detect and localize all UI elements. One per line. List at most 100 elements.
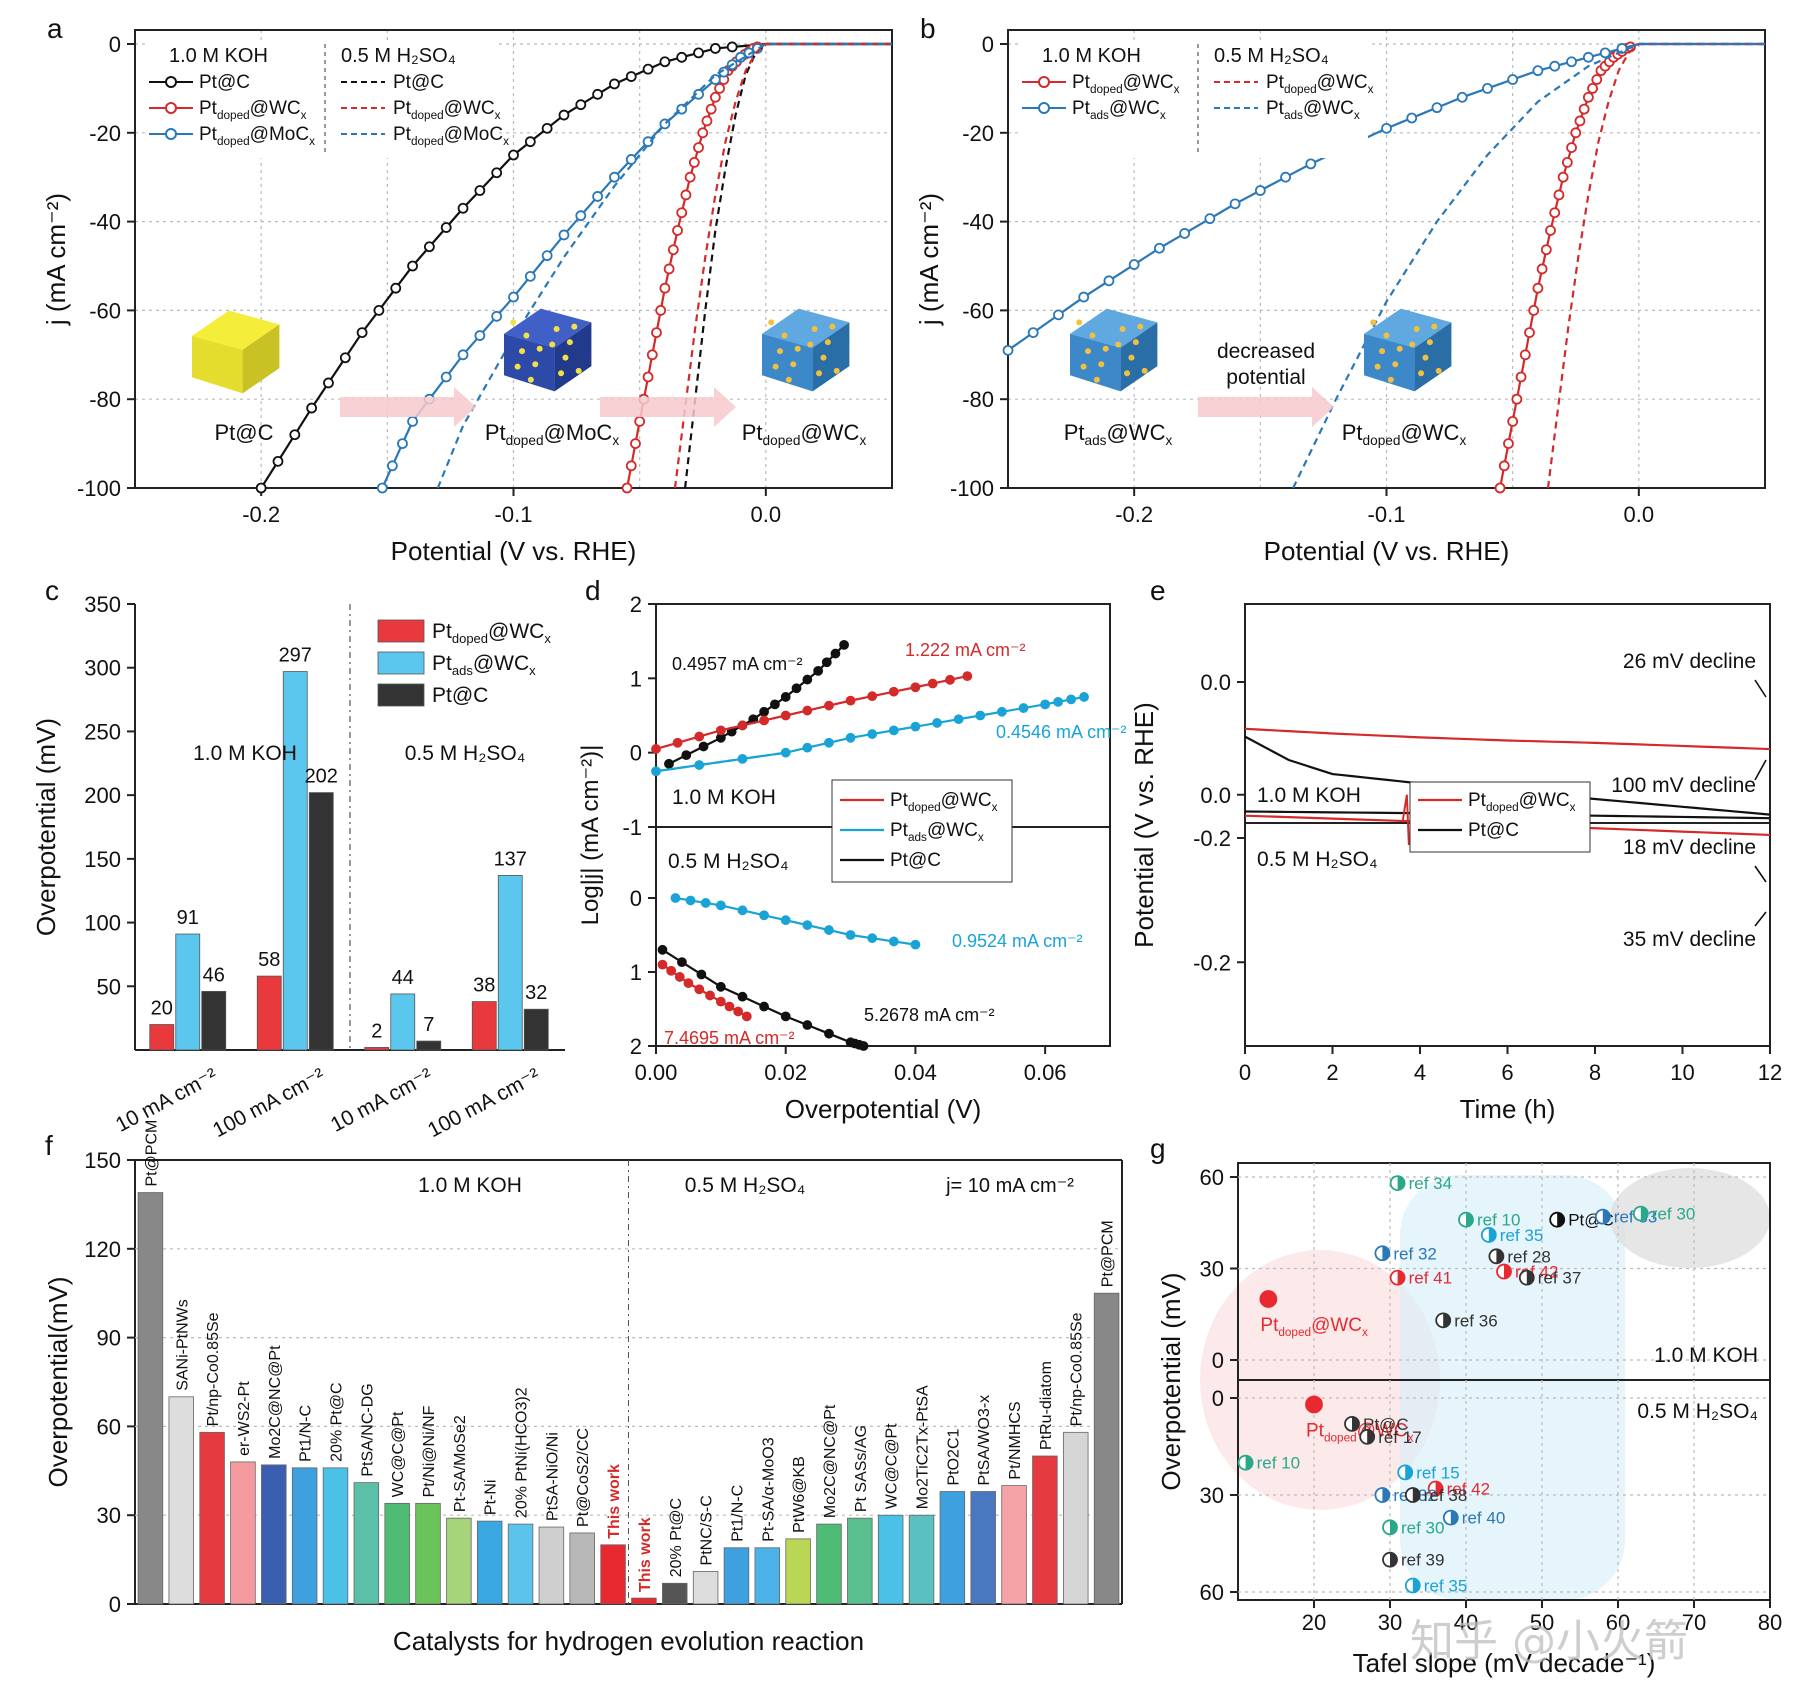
data-point <box>672 737 683 748</box>
y-tick-label: 0 <box>109 1592 121 1617</box>
condition-label: j= 10 mA cm⁻² <box>945 1175 1074 1197</box>
data-point <box>698 741 709 752</box>
curve-marker <box>423 241 435 253</box>
curve-marker <box>1503 438 1514 450</box>
decline-label: 26 mV decline <box>1623 650 1756 673</box>
scatter-point <box>1259 1290 1278 1308</box>
y-tick-label: 50 <box>97 974 121 999</box>
y-tick-label: 0.0 <box>1200 783 1231 808</box>
curve-marker <box>1179 228 1191 239</box>
nanocrystal-atom <box>527 376 534 383</box>
y-tick-label: -20 <box>89 121 121 146</box>
y-tick-label: 60 <box>97 1414 121 1439</box>
y-axis-label: Overpotential (mV) <box>1156 1272 1186 1490</box>
text-span: doped <box>452 631 488 646</box>
scatter-point-fill <box>1466 1212 1473 1227</box>
curve-marker <box>609 171 620 183</box>
curve-marker <box>1599 47 1611 59</box>
curve-marker <box>642 63 654 75</box>
bar <box>308 792 334 1051</box>
text-span: Pt <box>1064 420 1085 445</box>
curve-marker <box>440 371 452 383</box>
bar <box>256 975 282 1051</box>
text-span: doped <box>506 433 544 448</box>
curve-marker <box>688 156 700 168</box>
y-tick-label: 0 <box>630 886 642 911</box>
curve-marker <box>339 352 351 364</box>
legend-header: 1.0 M KOH <box>169 45 268 67</box>
catalyst-label: Pt/NMHCS <box>1007 1401 1024 1479</box>
data-point <box>715 996 726 1007</box>
curve-marker <box>646 349 658 361</box>
scatter-point-fill <box>1526 1270 1534 1285</box>
bar <box>476 1520 503 1605</box>
curve-marker <box>1540 244 1552 256</box>
data-point <box>681 750 692 761</box>
catalyst-label: er-WS2-Pt <box>236 1381 253 1456</box>
point-label: ref 34 <box>1409 1174 1452 1193</box>
curve-marker <box>1566 142 1577 154</box>
text-span: doped <box>411 135 444 148</box>
curve-marker <box>440 222 452 233</box>
text-span: doped <box>908 801 941 814</box>
text-span: @WC <box>444 98 495 119</box>
catalyst-label: Pt1/N-C <box>298 1405 315 1462</box>
scatter-point-fill <box>1367 1429 1375 1444</box>
text-span: x <box>529 663 536 678</box>
catalyst-label: SANi-PtNWs <box>174 1299 191 1391</box>
panel-letter: c <box>45 575 59 606</box>
data-point <box>683 978 694 988</box>
nanocrystal-atom <box>824 339 831 346</box>
curve-marker <box>630 438 641 450</box>
catalyst-label: Mo2C@NC@Pt <box>822 1404 839 1518</box>
text-span: x <box>612 433 619 448</box>
data-point <box>910 721 921 732</box>
bar <box>816 1523 842 1605</box>
data-point <box>780 710 791 721</box>
data-point <box>824 925 834 935</box>
data-point <box>770 699 780 710</box>
text-span: x <box>859 433 866 448</box>
watermark: 知乎 @小火箭 <box>1410 1616 1688 1667</box>
text-span: x <box>978 831 984 844</box>
x-tick-label: -0.1 <box>495 502 533 527</box>
data-point <box>1079 692 1089 702</box>
data-point <box>1040 699 1051 710</box>
curve-marker <box>1381 122 1392 134</box>
point-label: ref 10 <box>1477 1211 1520 1230</box>
electrolyte-label: 0.5 M H₂SO₄ <box>1257 848 1378 871</box>
data-point <box>759 715 769 726</box>
scatter-point-fill <box>1412 1488 1420 1502</box>
text-span: x <box>1368 83 1374 96</box>
curve-marker <box>659 282 671 294</box>
curve-marker <box>1591 74 1603 85</box>
y-tick-label: 350 <box>84 592 121 617</box>
catalyst-label: Pt@CoS2/CC <box>575 1428 592 1527</box>
text-span: Pt <box>1342 420 1363 445</box>
data-point <box>975 710 986 721</box>
data-point <box>677 957 687 968</box>
text-span: Pt <box>890 820 909 841</box>
curve-marker <box>457 349 469 361</box>
scatter-point-fill <box>1435 1481 1443 1496</box>
bar <box>1093 1292 1120 1605</box>
legend-swatch-marker <box>165 102 177 114</box>
data-point <box>839 639 849 650</box>
nanocrystal-atom <box>549 341 556 348</box>
text-span: @WC <box>927 820 978 841</box>
nanocrystal-atom <box>1426 339 1433 346</box>
nanocrystal-atom <box>1076 319 1083 326</box>
x-tick-label: 50 <box>1530 1610 1554 1635</box>
bar <box>754 1547 781 1605</box>
text-span: @WC <box>1106 420 1165 445</box>
bar <box>282 671 308 1051</box>
legend-text: Pt@C <box>199 72 250 93</box>
scatter-point-fill <box>1412 1578 1420 1593</box>
y-tick-label: 30 <box>1200 1483 1224 1508</box>
nanocrystal-atom <box>833 367 840 374</box>
point-label: ref 32 <box>1393 1244 1436 1263</box>
text-span: Pt <box>742 420 763 445</box>
bar <box>497 875 523 1051</box>
decline-label: 18 mV decline <box>1623 836 1756 859</box>
